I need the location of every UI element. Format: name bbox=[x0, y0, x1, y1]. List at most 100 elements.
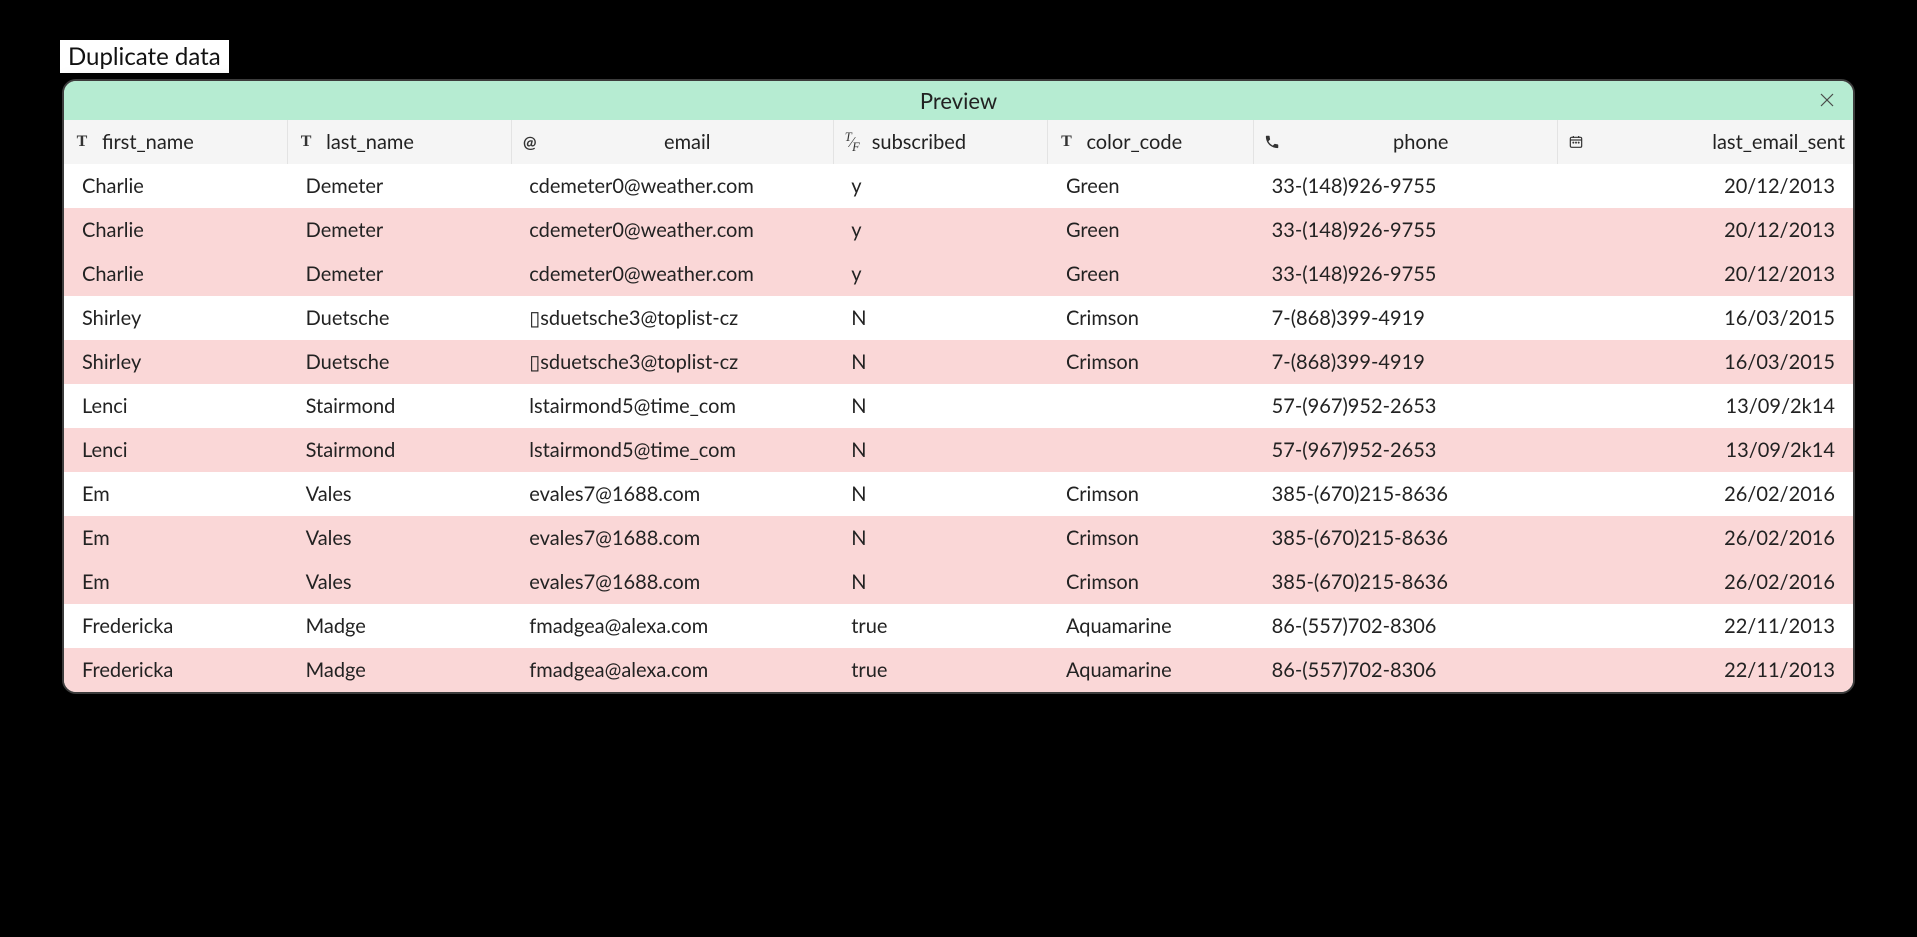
cell-last_name: Stairmond bbox=[288, 428, 512, 472]
email-type-icon: @ bbox=[520, 132, 540, 152]
cell-first_name: Shirley bbox=[64, 296, 288, 340]
column-header-inner: Tfirst_name bbox=[72, 130, 279, 154]
cell-first_name: Em bbox=[64, 472, 288, 516]
table-row[interactable]: CharlieDemetercdemeter0@weather.comyGree… bbox=[64, 164, 1853, 208]
cell-phone: 385-(670)215-8636 bbox=[1254, 560, 1558, 604]
cell-last_email_sent: 22/11/2013 bbox=[1558, 604, 1853, 648]
column-header-inner: @ email bbox=[520, 130, 825, 154]
cell-phone: 33-(148)926-9755 bbox=[1254, 252, 1558, 296]
header-row: Tfirst_name Tlast_name @ email T∕Fsubscribed… bbox=[64, 120, 1853, 164]
close-icon bbox=[1818, 87, 1836, 114]
table-row[interactable]: EmValesevales7@1688.comNCrimson385-(670)… bbox=[64, 516, 1853, 560]
cell-email: fmadgea@alexa.com bbox=[511, 604, 833, 648]
cell-last_email_sent: 26/02/2016 bbox=[1558, 516, 1853, 560]
cell-subscribed: y bbox=[833, 252, 1048, 296]
boolean-type-icon: T∕F bbox=[842, 132, 862, 152]
column-header-label: last_email_sent bbox=[1596, 130, 1845, 154]
column-header-label: last_name bbox=[326, 130, 503, 154]
column-header-subscribed[interactable]: T∕Fsubscribed bbox=[833, 120, 1048, 164]
cell-phone: 86-(557)702-8306 bbox=[1254, 648, 1558, 692]
cell-first_name: Charlie bbox=[64, 252, 288, 296]
table-row[interactable]: FrederickaMadgefmadgea@alexa.comtrueAqua… bbox=[64, 604, 1853, 648]
cell-color_code: Green bbox=[1048, 208, 1254, 252]
cell-subscribed: N bbox=[833, 340, 1048, 384]
cell-first_name: Fredericka bbox=[64, 604, 288, 648]
cell-first_name: Shirley bbox=[64, 340, 288, 384]
cell-last_email_sent: 13/09/2k14 bbox=[1558, 428, 1853, 472]
cell-email: evales7@1688.com bbox=[511, 472, 833, 516]
table-row[interactable]: EmValesevales7@1688.comNCrimson385-(670)… bbox=[64, 472, 1853, 516]
column-header-label: phone bbox=[1292, 130, 1549, 154]
cell-first_name: Lenci bbox=[64, 384, 288, 428]
cell-subscribed: N bbox=[833, 428, 1048, 472]
column-header-inner: Tlast_name bbox=[296, 130, 503, 154]
cell-last_name: Demeter bbox=[288, 208, 512, 252]
cell-email: lstairmond5@time_com bbox=[511, 384, 833, 428]
column-header-last_name[interactable]: Tlast_name bbox=[288, 120, 512, 164]
cell-subscribed: y bbox=[833, 164, 1048, 208]
page-title: Duplicate data bbox=[60, 40, 229, 73]
column-header-inner: last_email_sent bbox=[1566, 130, 1845, 154]
column-header-color_code[interactable]: Tcolor_code bbox=[1048, 120, 1254, 164]
cell-subscribed: y bbox=[833, 208, 1048, 252]
cell-phone: 385-(670)215-8636 bbox=[1254, 516, 1558, 560]
cell-last_name: Stairmond bbox=[288, 384, 512, 428]
cell-color_code: Crimson bbox=[1048, 340, 1254, 384]
column-header-label: email bbox=[550, 130, 825, 154]
cell-last_name: Vales bbox=[288, 516, 512, 560]
column-header-last_email_sent[interactable]: last_email_sent bbox=[1558, 120, 1853, 164]
cell-color_code bbox=[1048, 428, 1254, 472]
cell-phone: 7-(868)399-4919 bbox=[1254, 340, 1558, 384]
cell-last_email_sent: 20/12/2013 bbox=[1558, 208, 1853, 252]
cell-email: evales7@1688.com bbox=[511, 560, 833, 604]
table-row[interactable]: CharlieDemetercdemeter0@weather.comyGree… bbox=[64, 252, 1853, 296]
cell-email: cdemeter0@weather.com bbox=[511, 252, 833, 296]
cell-last_email_sent: 20/12/2013 bbox=[1558, 252, 1853, 296]
cell-phone: 33-(148)926-9755 bbox=[1254, 164, 1558, 208]
close-button[interactable] bbox=[1815, 89, 1839, 113]
table-head: Tfirst_name Tlast_name @ email T∕Fsubscribed… bbox=[64, 120, 1853, 164]
cell-email: cdemeter0@weather.com bbox=[511, 164, 833, 208]
cell-first_name: Charlie bbox=[64, 164, 288, 208]
table-row[interactable]: EmValesevales7@1688.comNCrimson385-(670)… bbox=[64, 560, 1853, 604]
cell-phone: 86-(557)702-8306 bbox=[1254, 604, 1558, 648]
cell-email: fmadgea@alexa.com bbox=[511, 648, 833, 692]
cell-first_name: Charlie bbox=[64, 208, 288, 252]
cell-color_code: Crimson bbox=[1048, 472, 1254, 516]
preview-header-label: Preview bbox=[920, 87, 997, 114]
cell-subscribed: true bbox=[833, 648, 1048, 692]
table-row[interactable]: LenciStairmondlstairmond5@time_comN57-(9… bbox=[64, 384, 1853, 428]
table-row[interactable]: ShirleyDuetsche▯sduetsche3@toplist-czNCr… bbox=[64, 296, 1853, 340]
page-title-text: Duplicate data bbox=[68, 42, 221, 71]
cell-phone: 57-(967)952-2653 bbox=[1254, 384, 1558, 428]
column-header-email[interactable]: @ email bbox=[511, 120, 833, 164]
cell-last_name: Demeter bbox=[288, 252, 512, 296]
cell-last_email_sent: 16/03/2015 bbox=[1558, 340, 1853, 384]
cell-email: lstairmond5@time_com bbox=[511, 428, 833, 472]
data-table: Tfirst_name Tlast_name @ email T∕Fsubscribed… bbox=[64, 120, 1853, 692]
cell-subscribed: N bbox=[833, 296, 1048, 340]
phone-type-icon bbox=[1262, 132, 1282, 152]
cell-color_code: Crimson bbox=[1048, 560, 1254, 604]
cell-last_name: Duetsche bbox=[288, 340, 512, 384]
cell-email: ▯sduetsche3@toplist-cz bbox=[511, 296, 833, 340]
table-row[interactable]: LenciStairmondlstairmond5@time_comN57-(9… bbox=[64, 428, 1853, 472]
preview-header: Preview bbox=[64, 81, 1853, 120]
column-header-phone[interactable]: phone bbox=[1254, 120, 1558, 164]
table-row[interactable]: ShirleyDuetsche▯sduetsche3@toplist-czNCr… bbox=[64, 340, 1853, 384]
cell-phone: 33-(148)926-9755 bbox=[1254, 208, 1558, 252]
table-row[interactable]: FrederickaMadgefmadgea@alexa.comtrueAqua… bbox=[64, 648, 1853, 692]
column-header-first_name[interactable]: Tfirst_name bbox=[64, 120, 288, 164]
table-row[interactable]: CharlieDemetercdemeter0@weather.comyGree… bbox=[64, 208, 1853, 252]
column-header-inner: phone bbox=[1262, 130, 1549, 154]
cell-subscribed: N bbox=[833, 472, 1048, 516]
cell-email: evales7@1688.com bbox=[511, 516, 833, 560]
cell-color_code: Aquamarine bbox=[1048, 604, 1254, 648]
cell-color_code: Green bbox=[1048, 164, 1254, 208]
cell-email: ▯sduetsche3@toplist-cz bbox=[511, 340, 833, 384]
cell-subscribed: N bbox=[833, 516, 1048, 560]
cell-last_email_sent: 22/11/2013 bbox=[1558, 648, 1853, 692]
column-header-label: color_code bbox=[1086, 130, 1245, 154]
cell-color_code: Aquamarine bbox=[1048, 648, 1254, 692]
cell-color_code: Crimson bbox=[1048, 296, 1254, 340]
